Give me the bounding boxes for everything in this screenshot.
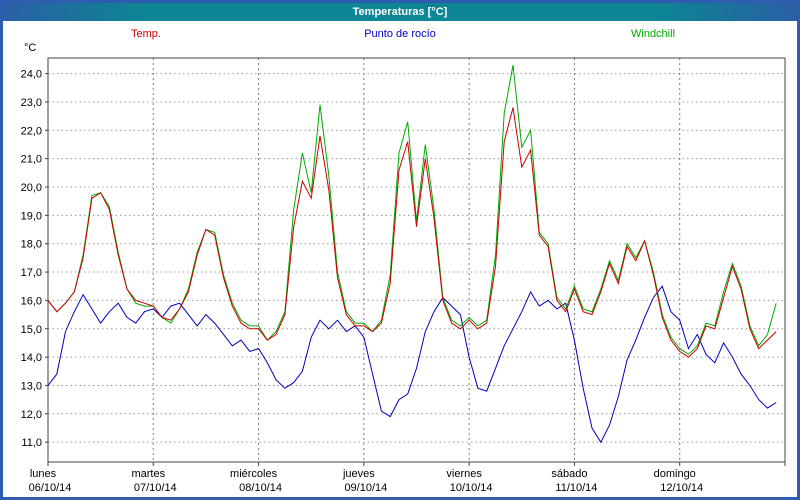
title-bar[interactable]: Temperaturas [°C] bbox=[3, 3, 797, 21]
legend-temp: Temp. bbox=[131, 28, 161, 40]
chart-legend: Temp. Punto de rocío Windchill bbox=[3, 28, 797, 42]
series-windchill-line bbox=[47, 65, 777, 355]
y-tick-label: 16,0 bbox=[21, 295, 42, 307]
plot-border bbox=[47, 57, 786, 463]
y-tick-label: 15,0 bbox=[21, 324, 42, 336]
y-tick-label: 20,0 bbox=[21, 182, 42, 194]
y-axis-unit-label: °C bbox=[24, 42, 37, 54]
day-weekday-label: lunes bbox=[30, 468, 57, 480]
day-date-label: 08/10/14 bbox=[239, 482, 282, 494]
y-tick-label: 18,0 bbox=[21, 239, 42, 251]
y-tick-label: 23,0 bbox=[21, 97, 42, 109]
day-weekday-label: viernes bbox=[446, 468, 482, 480]
legend-windchill: Windchill bbox=[631, 28, 676, 40]
y-tick-label: 21,0 bbox=[21, 154, 42, 166]
day-weekday-label: jueves bbox=[342, 468, 375, 480]
window-title: Temperaturas [°C] bbox=[352, 6, 448, 18]
y-tick-label: 22,0 bbox=[21, 125, 42, 137]
day-weekday-label: miércoles bbox=[230, 468, 278, 480]
y-tick-label: 19,0 bbox=[21, 210, 42, 222]
y-tick-label: 24,0 bbox=[21, 69, 42, 81]
day-date-label: 10/10/14 bbox=[450, 482, 493, 494]
day-date-label: 06/10/14 bbox=[29, 482, 72, 494]
day-weekday-label: sábado bbox=[551, 468, 587, 480]
day-date-label: 11/10/14 bbox=[555, 482, 597, 494]
day-date-label: 12/10/14 bbox=[660, 482, 703, 494]
y-tick-label: 14,0 bbox=[21, 352, 42, 364]
y-tick-label: 12,0 bbox=[21, 409, 42, 421]
day-weekday-label: martes bbox=[131, 468, 165, 480]
day-weekday-label: domingo bbox=[654, 468, 696, 480]
y-tick-label: 17,0 bbox=[21, 267, 42, 279]
series-dewpoint-line bbox=[47, 285, 777, 444]
y-tick-label: 11,0 bbox=[21, 437, 42, 449]
temperature-chart: 11,0 12,0 13,0 14,0 15,0 16,0 17,0 18,0 19,0 20,0… bbox=[21, 57, 786, 494]
day-date-label: 09/10/14 bbox=[344, 482, 387, 494]
series-temp-line bbox=[47, 107, 777, 358]
y-tick-label: 13,0 bbox=[21, 380, 42, 392]
legend-dewpoint: Punto de rocío bbox=[364, 28, 436, 40]
day-date-label: 07/10/14 bbox=[134, 482, 177, 494]
